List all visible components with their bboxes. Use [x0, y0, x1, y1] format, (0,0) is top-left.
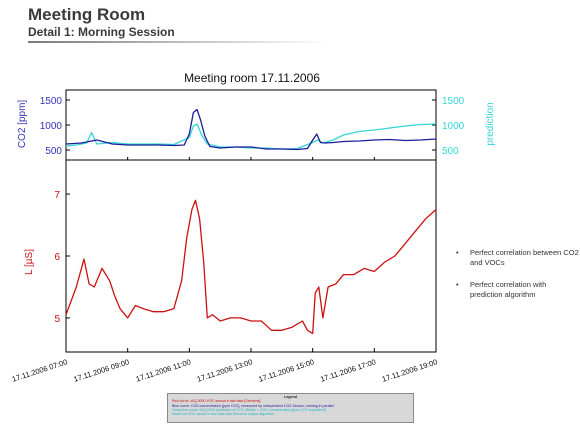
- co2-series-line: [65, 108, 437, 151]
- bullet-item: Perfect correlation between CO2 and VOCs: [454, 248, 580, 268]
- prediction-axis-label: prediction: [485, 102, 496, 145]
- chart-title: Meeting room 17.11.2006: [184, 71, 320, 85]
- conductance-tick-label: 7: [54, 190, 60, 201]
- slide-title: Meeting Room: [28, 5, 146, 24]
- chart-area: Meeting room 17.11.2006 500 500 1000 1000 15…: [11, 71, 496, 384]
- conductance-tick-label: 6: [54, 252, 60, 263]
- legend-title: Legend: [284, 395, 297, 399]
- conductance-axis-label: L [µS]: [24, 249, 35, 275]
- bullet-item: Perfect correlation with prediction algo…: [454, 280, 580, 300]
- co2-axis-label: CO2 [ppm]: [17, 100, 28, 149]
- legend-turquoise-line-cont: based on VOC sensor's raw data and Sieme…: [172, 412, 275, 417]
- x-tick-label: 17.11.2006 07:00: [11, 357, 69, 383]
- slide-subtitle: Detail 1: Morning Session: [28, 25, 175, 39]
- legend-turquoise-line: Turquoise curve: iAQ-2000 prediction of …: [172, 407, 327, 412]
- x-tick-label: 17.11.2006 13:00: [196, 357, 254, 383]
- prediction-series-line: [65, 123, 437, 150]
- prediction-tick-label: 1500: [442, 96, 465, 107]
- co2-tick-label: 1500: [40, 96, 63, 107]
- axis-ticks: 500 500 1000 1000 1500 1500 5 6 7 17.11.2006 07:0…: [11, 96, 465, 384]
- x-tick-label: 17.11.2006 09:00: [72, 357, 130, 383]
- bullet-list: Perfect correlation between CO2 and VOCs…: [454, 248, 580, 312]
- series-layer: [65, 108, 437, 335]
- top-plot-frame: [65, 89, 437, 161]
- x-tick-label: 17.11.2006 11:00: [135, 357, 192, 383]
- legend-blue-line: Blue curve: CO2 concentration [ppm CO2],…: [172, 403, 335, 408]
- legend-box: Legend Red curve: iAQ-2000 VOC sensor's …: [167, 393, 414, 423]
- x-tick-label: 17.11.2006 17:00: [319, 357, 377, 383]
- x-tick-label: 17.11.2006 15:00: [257, 357, 315, 383]
- conductance-tick-label: 5: [54, 314, 60, 325]
- x-tick-label: 17.11.2006 19:00: [381, 357, 439, 383]
- legend-red-line: Red curve: iAQ-2000 VOC sensor's raw dat…: [172, 399, 261, 404]
- prediction-tick-label: 500: [442, 146, 459, 157]
- co2-tick-label: 500: [45, 146, 62, 157]
- title-divider: [28, 41, 328, 43]
- prediction-tick-label: 1000: [442, 121, 465, 132]
- conductance-series-line: [65, 199, 437, 335]
- bottom-plot-frame: [65, 159, 437, 353]
- co2-tick-label: 1000: [40, 121, 63, 132]
